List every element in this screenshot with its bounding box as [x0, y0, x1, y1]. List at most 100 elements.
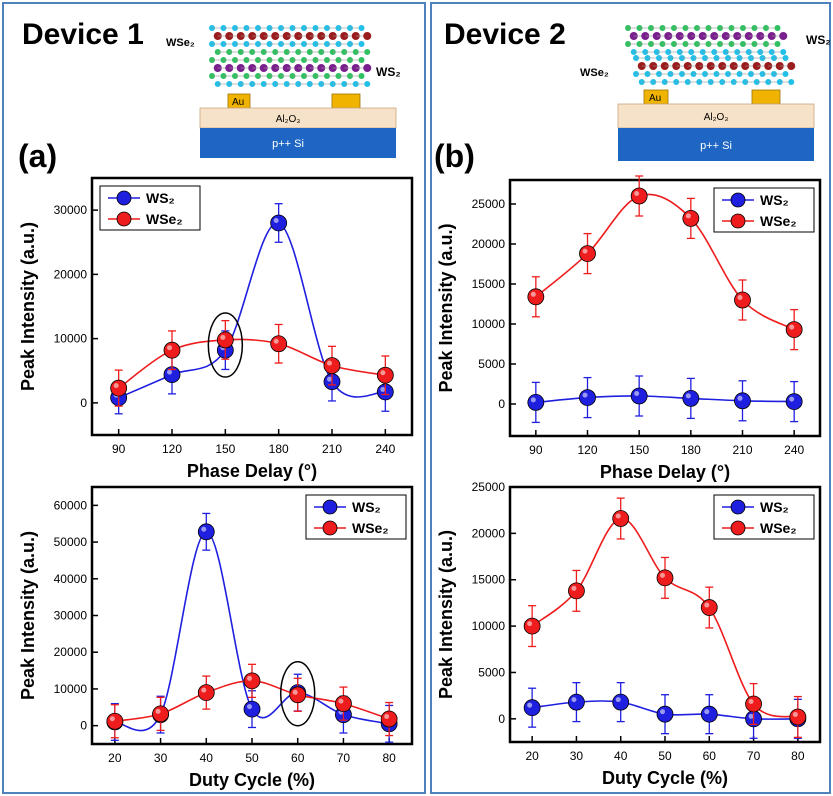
data-point — [745, 695, 762, 713]
point-highlight — [571, 585, 577, 591]
point-highlight — [792, 711, 798, 717]
legend-box — [713, 494, 815, 540]
y-tick-label: 10000 — [472, 317, 506, 331]
x-tick-label: 90 — [112, 442, 126, 456]
legend-marker — [322, 520, 338, 536]
y-tick-label: 20000 — [54, 645, 88, 659]
atom — [363, 64, 372, 72]
legend-label: WSe₂ — [352, 520, 389, 536]
point-highlight — [704, 602, 710, 608]
data-point — [656, 569, 674, 587]
x-tick-label: 50 — [245, 751, 259, 765]
y-axis-label: Peak Intensity (a.u.) — [436, 530, 456, 699]
atom — [358, 73, 365, 79]
device-2-substrate — [618, 128, 814, 161]
point-highlight — [748, 713, 754, 719]
x-tick-label: 120 — [577, 443, 597, 457]
y-tick-label: 0 — [498, 397, 505, 411]
atom — [364, 49, 371, 55]
x-tick-label: 60 — [703, 749, 717, 763]
x-axis-label: Duty Cycle (%) — [602, 768, 728, 788]
atom — [779, 32, 788, 40]
point-highlight — [247, 675, 252, 681]
legend-marker — [322, 499, 338, 515]
device-1-side-label: WS₂ — [376, 65, 401, 79]
legend-label: WSe₂ — [760, 520, 797, 536]
y-tick-label: 50000 — [54, 535, 88, 549]
panel-border-right — [430, 2, 831, 794]
x-tick-label: 80 — [382, 751, 396, 765]
y-axis-label: Peak Intensity (a.u.) — [18, 222, 38, 391]
panel-letter-b: (b) — [434, 138, 475, 174]
point-highlight — [660, 572, 665, 578]
x-tick-label: 80 — [791, 749, 805, 763]
legend-label: WS₂ — [146, 190, 175, 206]
point-highlight — [338, 698, 344, 704]
legend-label: WS₂ — [760, 499, 789, 515]
x-tick-label: 240 — [784, 443, 804, 457]
y-tick-label: 10000 — [54, 332, 88, 346]
data-point — [700, 705, 718, 723]
point-highlight — [220, 334, 226, 340]
point-highlight — [615, 697, 621, 703]
point-highlight — [109, 716, 115, 722]
y-tick-label: 25000 — [472, 197, 506, 211]
point-highlight — [327, 360, 332, 366]
point-highlight — [789, 324, 795, 330]
x-tick-label: 240 — [375, 442, 395, 456]
x-tick-label: 210 — [322, 442, 342, 456]
point-highlight — [530, 291, 536, 297]
x-tick-label: 210 — [732, 443, 752, 457]
x-tick-label: 120 — [162, 442, 182, 456]
point-highlight — [113, 383, 119, 389]
y-tick-label: 10000 — [54, 682, 88, 696]
device-1-contact-label: Au — [232, 97, 244, 108]
y-tick-label: 0 — [498, 712, 505, 726]
atom — [787, 62, 796, 70]
highlight-ellipse — [207, 312, 244, 378]
atom — [782, 71, 789, 77]
legend-label: WS₂ — [760, 192, 789, 208]
point-highlight — [685, 213, 691, 219]
point-highlight — [247, 704, 252, 710]
point-highlight — [201, 687, 207, 693]
legend-box — [305, 494, 407, 540]
point-highlight — [634, 191, 640, 196]
point-highlight — [737, 395, 743, 401]
point-highlight — [660, 709, 665, 715]
plot-frame — [508, 178, 822, 438]
x-tick-label: 40 — [200, 751, 214, 765]
point-highlight — [530, 397, 536, 403]
legend-box — [99, 185, 201, 231]
lattice-device-2 — [625, 25, 796, 85]
x-axis-label: Phase Delay (°) — [187, 461, 317, 481]
point-highlight — [582, 248, 588, 254]
series-line-1 — [531, 517, 799, 718]
device-1-dielectric-label: Al₂O₃ — [276, 114, 301, 125]
plot-frame — [90, 176, 414, 437]
legend-marker — [730, 213, 746, 229]
point-highlight — [380, 370, 386, 376]
legend-label: WS₂ — [352, 499, 381, 515]
highlight-ellipse — [279, 660, 316, 727]
x-tick-label: 30 — [570, 749, 584, 763]
point-highlight — [789, 396, 795, 402]
data-point — [523, 617, 541, 635]
x-tick-label: 20 — [108, 751, 122, 765]
x-axis-label: Duty Cycle (%) — [189, 770, 315, 790]
point-highlight — [737, 295, 743, 300]
legend-box — [713, 187, 815, 233]
x-tick-label: 90 — [529, 443, 543, 457]
x-tick-label: 50 — [658, 749, 672, 763]
device-2-dielectric — [617, 103, 815, 129]
point-highlight — [292, 689, 298, 695]
atom — [358, 57, 365, 63]
device-2-substrate-label: p++ Si — [700, 140, 732, 152]
legend-marker — [730, 192, 746, 208]
data-point — [568, 582, 585, 600]
y-tick-label: 0 — [80, 719, 87, 733]
atom — [782, 55, 789, 61]
data-point — [789, 708, 807, 726]
